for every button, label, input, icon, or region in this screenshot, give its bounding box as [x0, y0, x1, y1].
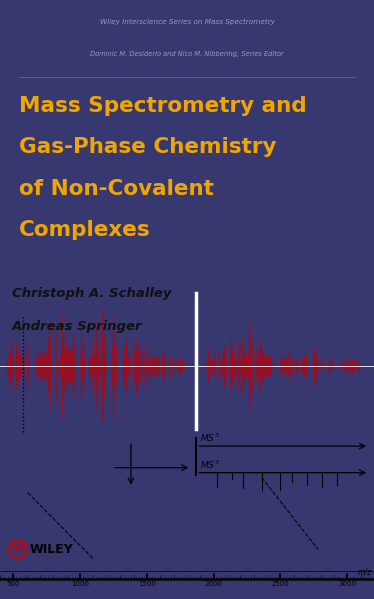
Text: $MS^3$: $MS^3$: [200, 458, 220, 471]
Text: 2000: 2000: [205, 581, 223, 587]
Text: Wiley Interscience Series on Mass Spectrometry: Wiley Interscience Series on Mass Spectr…: [99, 19, 275, 25]
Text: Andreas Springer: Andreas Springer: [12, 320, 142, 333]
Text: of Non-Covalent: of Non-Covalent: [19, 179, 214, 199]
Text: 1500: 1500: [138, 581, 156, 587]
Text: Complexes: Complexes: [19, 220, 150, 240]
Text: Gas-Phase Chemistry: Gas-Phase Chemistry: [19, 137, 276, 158]
Text: 500: 500: [7, 581, 20, 587]
Text: 1000: 1000: [71, 581, 89, 587]
Text: m/z: m/z: [358, 567, 372, 576]
Text: 3000: 3000: [338, 581, 356, 587]
Text: W: W: [13, 544, 23, 554]
Text: 2500: 2500: [272, 581, 289, 587]
Text: $MS^3$: $MS^3$: [200, 432, 220, 444]
Text: Dominic M. Desiderio and Nico M. Nibbering, Series Editor: Dominic M. Desiderio and Nico M. Nibberi…: [90, 51, 284, 57]
Text: Mass Spectrometry and: Mass Spectrometry and: [19, 96, 306, 116]
Text: WILEY: WILEY: [30, 543, 74, 556]
Text: Christoph A. Schalley: Christoph A. Schalley: [12, 287, 172, 300]
